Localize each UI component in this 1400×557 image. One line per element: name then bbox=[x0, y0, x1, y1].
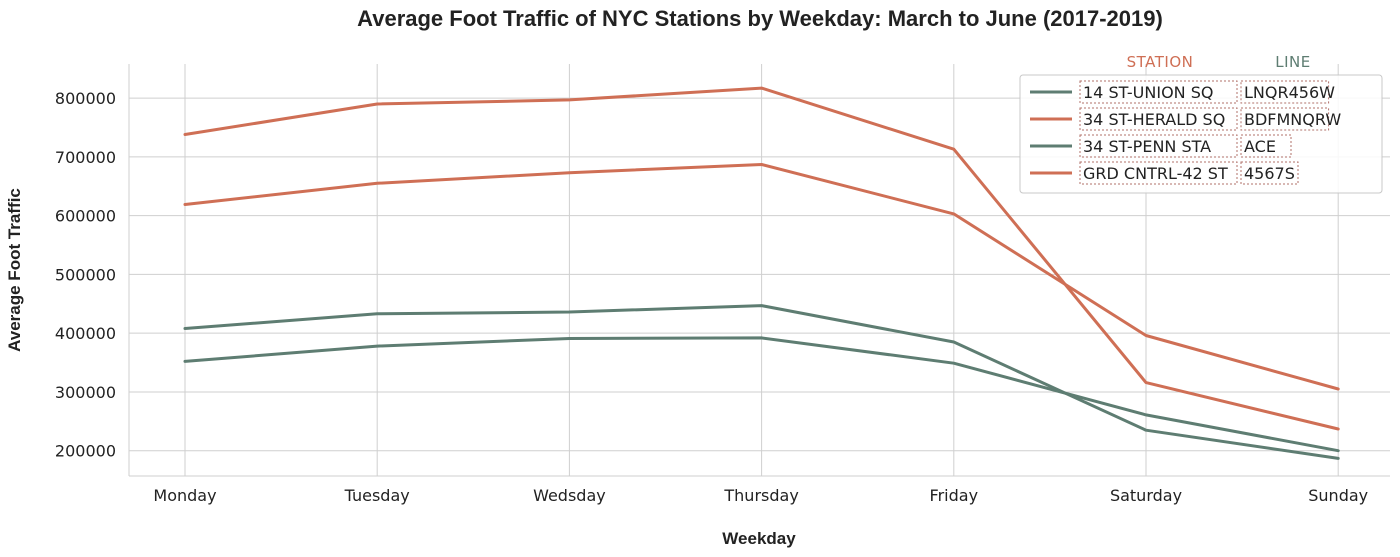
legend-station-box bbox=[1079, 161, 1238, 185]
x-axis-title: Weekday bbox=[722, 529, 796, 548]
series-lines bbox=[183, 86, 1340, 460]
series-line-grd-cntrl-42-st bbox=[183, 86, 1340, 431]
legend-frame bbox=[1019, 74, 1383, 194]
x-tick-label: Thursday bbox=[723, 486, 798, 505]
x-tick-label: Tuesday bbox=[344, 486, 410, 505]
y-tick-label: 200000 bbox=[55, 442, 116, 461]
series-line-34-st-herald-sq bbox=[183, 163, 1340, 391]
legend: 14 ST-UNION SQ LNQR456W 34 ST-HERALD SQ BDF… bbox=[1019, 74, 1383, 194]
y-tick-label: 300000 bbox=[55, 383, 116, 402]
y-tick-label: 600000 bbox=[55, 207, 116, 226]
y-tick-labels: 200000 300000 400000 500000 600000 700000 8000… bbox=[55, 89, 116, 461]
legend-station-box bbox=[1079, 134, 1238, 158]
x-tick-label: Monday bbox=[153, 486, 216, 505]
legend-line-box bbox=[1240, 107, 1330, 131]
series-line-34-st-penn-sta bbox=[183, 304, 1340, 460]
y-axis-title: Average Foot Traffic bbox=[5, 188, 24, 352]
y-tick-label: 400000 bbox=[55, 324, 116, 343]
x-tick-labels: Monday Tuesday Wedsday Thursday Friday Saturd… bbox=[153, 486, 1368, 505]
y-tick-label: 500000 bbox=[55, 265, 116, 284]
x-tick-label: Friday bbox=[930, 486, 979, 505]
x-tick-label: Saturday bbox=[1110, 486, 1182, 505]
legend-station-header: STATION bbox=[1127, 53, 1194, 71]
legend-station-box bbox=[1079, 80, 1238, 104]
chart-title: Average Foot Traffic of NYC Stations by … bbox=[357, 6, 1163, 31]
legend-station-label: 14 ST-UNION SQ bbox=[1083, 83, 1213, 102]
legend-station-box bbox=[1079, 107, 1238, 131]
x-tick-label: Sunday bbox=[1308, 486, 1368, 505]
series-line-14-st-union-sq bbox=[183, 336, 1340, 453]
y-tick-label: 700000 bbox=[55, 148, 116, 167]
legend-line-box bbox=[1240, 161, 1299, 185]
legend-station-label: 34 ST-HERALD SQ bbox=[1083, 110, 1225, 129]
legend-line-box bbox=[1240, 80, 1330, 104]
axes bbox=[128, 64, 1390, 477]
y-tick-label: 800000 bbox=[55, 89, 116, 108]
legend-line-box bbox=[1240, 134, 1292, 158]
legend-line-header: LINE bbox=[1275, 53, 1310, 71]
legend-station-label: GRD CNTRL-42 ST bbox=[1083, 164, 1228, 183]
legend-line-label: 4567S bbox=[1244, 164, 1295, 183]
legend-line-label: BDFMNQRW bbox=[1244, 110, 1341, 129]
x-tick-label: Wedsday bbox=[533, 486, 606, 505]
legend-line-label: LNQR456W bbox=[1244, 83, 1335, 102]
legend-station-label: 34 ST-PENN STA bbox=[1083, 137, 1211, 156]
legend-line-label: ACE bbox=[1244, 137, 1276, 156]
